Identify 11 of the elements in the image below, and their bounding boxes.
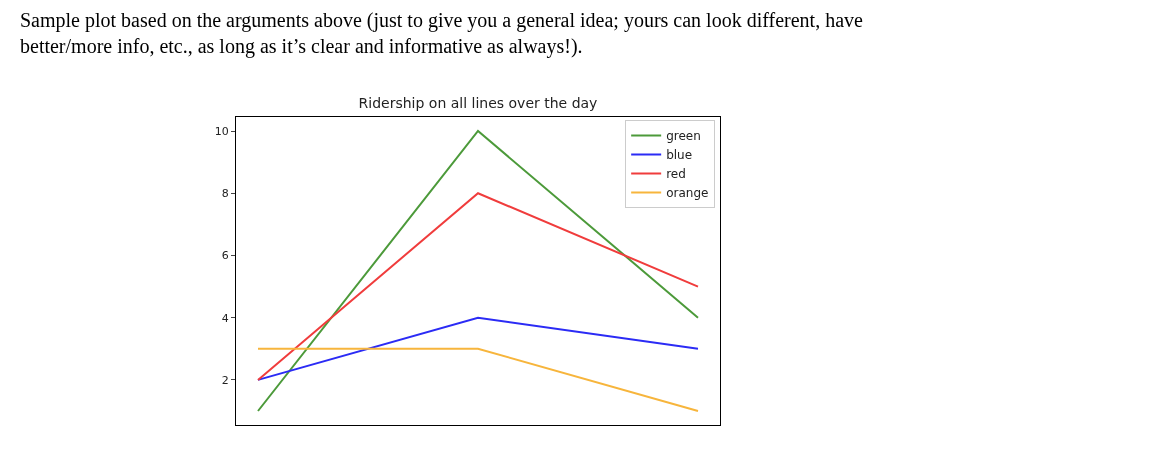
text: Sample plot based on the arguments above (just to give you a general idea; yours can look different, have better/more info, etc., as long as it’s clear and informative as always!).: [20, 9, 864, 58]
y-tick-label: 6: [221, 249, 229, 263]
y-tick-label: 2: [221, 373, 229, 387]
chart-title: Ridership on all lines over the day: [358, 94, 598, 111]
y-tick-label: 8: [221, 187, 229, 201]
y-tick-label: 4: [221, 311, 229, 325]
legend-label: blue: [666, 148, 693, 163]
y-tick-label: 10: [214, 124, 229, 138]
legend-label: red: [666, 167, 686, 182]
legend-label: orange: [666, 186, 709, 201]
legend-label: green: [666, 129, 701, 144]
